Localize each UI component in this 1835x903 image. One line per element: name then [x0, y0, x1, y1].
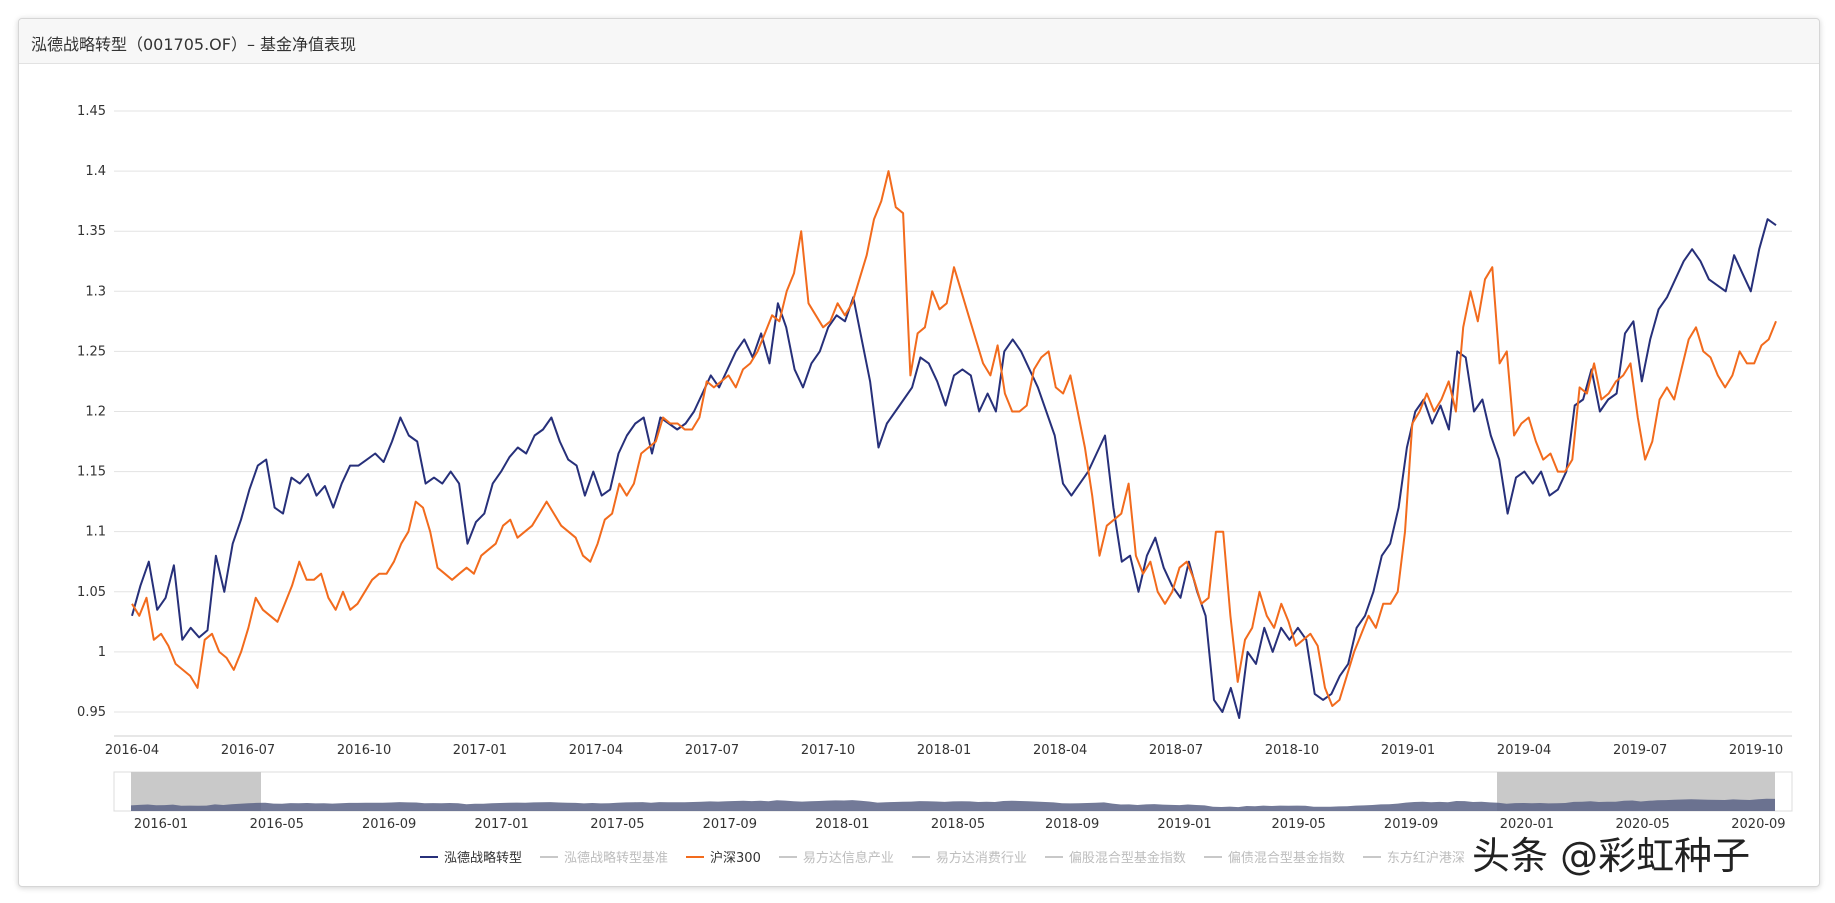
series-line-2: [131, 170, 1777, 707]
watermark-text: 头条 @彩虹种子: [1472, 834, 1751, 878]
navigator-tick-label: 2017-01: [474, 817, 528, 832]
navigator-tick-label: 2017-09: [703, 817, 757, 832]
legend-item[interactable]: 偏债混合型基金指数: [1203, 847, 1345, 866]
navigator-tick-label: 2017-05: [590, 817, 644, 832]
navigator-tick-label: 2018-09: [1045, 817, 1099, 832]
legend-label: 东方红沪港深: [1386, 851, 1465, 866]
legend-item[interactable]: 易方达信息产业: [778, 847, 894, 866]
x-tick-label: 2018-10: [1265, 743, 1319, 758]
series-line-0: [131, 218, 1777, 719]
y-tick-label: 1: [98, 645, 106, 660]
y-tick-label: 0.95: [77, 705, 106, 720]
legend-item[interactable]: 沪深300: [686, 847, 761, 866]
legend-label: 易方达信息产业: [802, 851, 894, 866]
x-tick-label: 2017-07: [685, 743, 739, 758]
navigator-tick-label: 2016-05: [250, 817, 304, 832]
navigator-tick-label: 2019-09: [1384, 817, 1438, 832]
legend-swatch: [686, 855, 705, 858]
legend-item[interactable]: 易方达消费行业: [911, 847, 1027, 866]
navigator-tick-label: 2020-01: [1500, 817, 1554, 832]
x-axis-ticks: 2016-04 2016-07 2016-10 2017-01 2017-04 2017-…: [105, 743, 1783, 758]
y-tick-label: 1.05: [77, 585, 106, 600]
x-tick-label: 2019-01: [1381, 743, 1435, 758]
navigator-tick-label: 2018-05: [931, 817, 985, 832]
x-tick-label: 2019-07: [1613, 743, 1667, 758]
navigator-tick-label: 2016-01: [134, 817, 188, 832]
y-axis-ticks: 1.45 1.4 1.35 1.3 1.25 1.2 1.15 1.1 1.05 1 0.95: [77, 104, 106, 720]
y-tick-label: 1.1: [85, 525, 106, 540]
legend-label: 沪深300: [710, 851, 761, 866]
legend-label: 易方达消费行业: [935, 851, 1027, 866]
range-navigator[interactable]: 2016-01 2016-05 2016-09 2017-01 2017-05 2017-…: [113, 771, 1793, 832]
series-lines: [131, 170, 1777, 719]
legend-label: 泓德战略转型: [444, 851, 523, 866]
navigator-tick-label: 2016-09: [362, 817, 416, 832]
y-tick-label: 1.25: [77, 344, 106, 359]
x-tick-label: 2018-01: [917, 743, 971, 758]
legend-item[interactable]: 泓德战略转型基准: [540, 847, 668, 866]
x-tick-label: 2018-07: [1149, 743, 1203, 758]
navigator-tick-label: 2020-05: [1615, 817, 1669, 832]
navigator-tick-label: 2018-01: [815, 817, 869, 832]
legend-swatch: [1362, 855, 1381, 858]
y-tick-label: 1.35: [77, 224, 106, 239]
navigator-tick-label: 2019-05: [1272, 817, 1326, 832]
navigator-area: [131, 798, 1775, 811]
chart-title: 泓德战略转型（001705.OF）– 基金净值表现: [31, 35, 357, 54]
y-tick-label: 1.2: [85, 404, 106, 419]
x-tick-label: 2017-01: [453, 743, 507, 758]
panel-header: 泓德战略转型（001705.OF）– 基金净值表现: [19, 19, 1819, 64]
legend-swatch: [778, 855, 797, 858]
legend-label: 泓德战略转型基准: [564, 851, 669, 866]
y-tick-label: 1.45: [77, 104, 106, 119]
legend-swatch: [911, 855, 930, 858]
navigator-tick-label: 2020-09: [1731, 817, 1785, 832]
x-tick-label: 2017-04: [569, 743, 623, 758]
x-tick-label: 2019-10: [1729, 743, 1783, 758]
chart-legend: 泓德战略转型 泓德战略转型基准 沪深300 易方达信息产业 易方达消费行业 偏股混合型基金…: [420, 847, 1465, 866]
y-tick-label: 1.3: [85, 284, 106, 299]
x-tick-label: 2016-10: [337, 743, 391, 758]
legend-swatch: [1203, 855, 1222, 858]
grid-lines: [114, 110, 1792, 737]
y-tick-label: 1.15: [77, 465, 106, 480]
x-tick-label: 2016-04: [105, 743, 159, 758]
legend-swatch: [1044, 855, 1063, 858]
legend-label: 偏债混合型基金指数: [1227, 851, 1345, 866]
legend-label: 偏股混合型基金指数: [1068, 851, 1186, 866]
legend-swatch: [420, 855, 438, 858]
navigator-tick-label: 2019-01: [1157, 817, 1211, 832]
x-tick-label: 2017-10: [801, 743, 855, 758]
y-tick-label: 1.4: [85, 164, 106, 179]
legend-item[interactable]: 偏股混合型基金指数: [1044, 847, 1186, 866]
legend-item[interactable]: 东方红沪港深: [1362, 847, 1465, 866]
x-tick-label: 2016-07: [221, 743, 275, 758]
x-tick-label: 2019-04: [1497, 743, 1551, 758]
chart-panel: 泓德战略转型（001705.OF）– 基金净值表现: [18, 18, 1820, 887]
legend-swatch: [540, 855, 559, 858]
legend-item[interactable]: 泓德战略转型: [420, 847, 522, 866]
x-tick-label: 2018-04: [1033, 743, 1087, 758]
